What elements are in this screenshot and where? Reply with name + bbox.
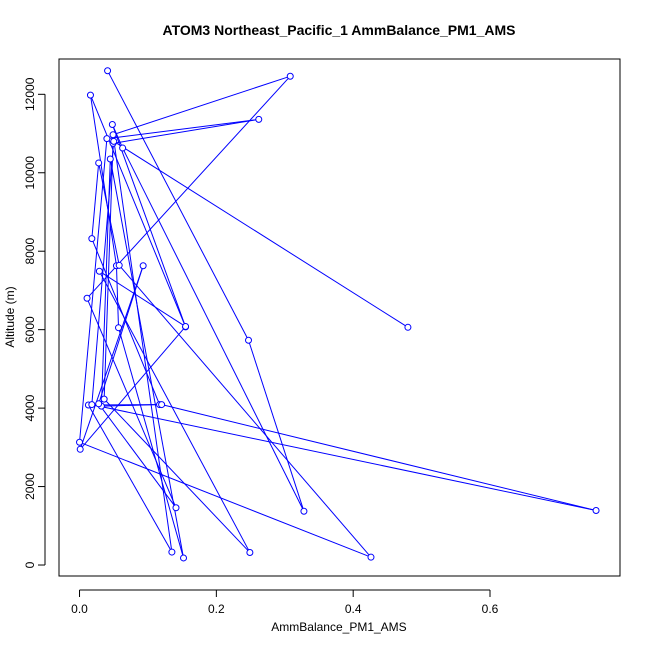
- y-tick-label: 8000: [23, 238, 37, 265]
- series-group: [76, 67, 600, 562]
- y-tick-label: 6000: [23, 316, 37, 343]
- series-segment: [108, 73, 248, 338]
- y-tick-label: 10000: [23, 156, 37, 190]
- series-segment: [109, 119, 256, 139]
- plot-frame: [58, 58, 621, 577]
- x-tick-label: 0.6: [482, 602, 499, 616]
- y-axis-label: Altitude (m): [3, 286, 17, 347]
- series-segment: [101, 272, 184, 326]
- series-segment: [89, 407, 171, 550]
- series-segment: [100, 405, 175, 506]
- series-segment: [116, 268, 119, 325]
- data-point: [246, 548, 254, 556]
- series-segment: [105, 400, 249, 551]
- data-point: [245, 336, 253, 344]
- data-point: [88, 235, 96, 243]
- data-point: [103, 135, 111, 143]
- data-point: [109, 131, 117, 139]
- series-segment: [94, 404, 594, 511]
- data-point: [115, 324, 123, 332]
- data-point: [158, 401, 166, 409]
- series-segment: [110, 161, 184, 556]
- y-axis: 0 2000 4000 6000 8000 10000 12000: [23, 77, 46, 568]
- series-segment: [115, 76, 288, 135]
- series-segment: [116, 142, 406, 327]
- series-segment: [82, 442, 369, 557]
- data-point: [367, 553, 375, 561]
- series-segment: [88, 78, 289, 297]
- y-tick-label: 12000: [23, 77, 37, 111]
- data-point: [300, 507, 308, 515]
- series-segment: [164, 404, 594, 511]
- x-tick-label: 0.0: [71, 602, 88, 616]
- data-point: [106, 155, 114, 163]
- data-point: [76, 438, 84, 446]
- data-point: [76, 445, 84, 453]
- x-tick-label: 0.2: [208, 602, 225, 616]
- data-point: [95, 159, 103, 167]
- series-segment: [248, 342, 304, 509]
- data-point: [255, 115, 263, 123]
- y-tick-label: 0: [23, 561, 37, 568]
- data-point: [592, 506, 600, 514]
- data-point: [180, 554, 188, 562]
- y-tick-label: 4000: [23, 394, 37, 421]
- x-axis: 0.0 0.2 0.4 0.6: [71, 589, 499, 616]
- y-tick-label: 2000: [23, 473, 37, 500]
- series-segment: [123, 150, 304, 509]
- data-point: [86, 91, 94, 99]
- series-segment: [91, 144, 114, 402]
- series-segment: [112, 137, 172, 550]
- series-segment: [118, 330, 184, 556]
- x-tick-label: 0.4: [345, 602, 362, 616]
- data-point: [95, 400, 103, 408]
- data-point: [115, 261, 123, 269]
- series-segment: [112, 127, 186, 325]
- series-segment: [91, 165, 99, 236]
- series-segment: [92, 241, 159, 402]
- data-point: [139, 262, 147, 270]
- data-point: [168, 548, 176, 556]
- data-point: [95, 267, 103, 275]
- data-point: [172, 504, 180, 512]
- data-point: [108, 121, 116, 129]
- data-point: [404, 323, 412, 331]
- series-segment: [79, 141, 108, 440]
- series-segment: [81, 328, 184, 448]
- data-point: [182, 323, 190, 331]
- series-segment: [103, 146, 114, 397]
- data-point: [119, 144, 127, 152]
- data-point: [100, 395, 108, 403]
- data-point: [88, 401, 96, 409]
- data-point: [104, 67, 112, 75]
- data-point: [286, 72, 294, 80]
- x-axis-label: AmmBalance_PM1_AMS: [271, 620, 406, 634]
- data-point: [110, 137, 118, 145]
- series-segment: [115, 119, 256, 144]
- series-segment: [120, 267, 370, 556]
- chart-title: ATOM3 Northeast_Pacific_1 AmmBalance_PM1…: [163, 22, 516, 38]
- data-point: [83, 294, 91, 302]
